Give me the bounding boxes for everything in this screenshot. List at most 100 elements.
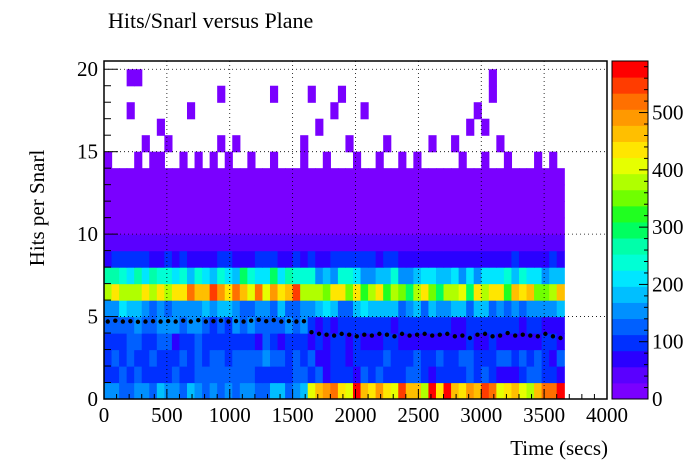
heatmap-cell [156, 151, 165, 169]
heatmap-cell [413, 316, 422, 334]
heatmap-cell [209, 267, 218, 285]
heatmap-cell [111, 316, 120, 334]
heatmap-cell [488, 184, 497, 202]
heatmap-cell [171, 283, 181, 301]
heatmap-cell [171, 349, 181, 367]
heatmap-cell [209, 349, 218, 367]
heatmap-cell [352, 217, 362, 235]
heatmap-cell [202, 283, 211, 301]
heatmap-cell [496, 333, 505, 351]
heatmap-cell [247, 283, 256, 301]
heatmap-cell [149, 283, 158, 301]
x-tick-label: 3000 [460, 403, 502, 427]
colorbar-swatch [612, 109, 648, 126]
heatmap-cell [111, 300, 120, 318]
heatmap-cell [126, 366, 135, 384]
colorbar-swatch [612, 205, 648, 223]
colorbar-swatch [612, 254, 648, 271]
profile-point [407, 333, 412, 338]
heatmap-cell [315, 366, 324, 384]
heatmap-cell [322, 300, 331, 318]
heatmap-cell [405, 366, 414, 384]
heatmap-cell [541, 333, 550, 351]
heatmap-cell [481, 333, 490, 351]
heatmap-cell [134, 201, 143, 219]
heatmap-cell [451, 184, 460, 202]
heatmap-cell [111, 349, 120, 367]
heatmap-cell [496, 283, 505, 301]
heatmap-cell [503, 382, 513, 399]
heatmap-cell [556, 333, 565, 351]
heatmap-cell [549, 283, 558, 301]
heatmap-cell [534, 217, 543, 235]
colorbar-swatch [612, 302, 648, 320]
heatmap-cell [458, 184, 467, 202]
heatmap-cell [413, 333, 422, 351]
heatmap-cell [398, 234, 407, 252]
heatmap-cell [496, 234, 505, 252]
heatmap-cell [126, 168, 135, 186]
profile-point [324, 332, 329, 337]
heatmap-cell [451, 283, 460, 301]
heatmap-cell [194, 349, 203, 367]
heatmap-cell [209, 333, 218, 351]
heatmap-cell [443, 234, 452, 252]
heatmap-cell [481, 349, 490, 367]
heatmap-cell [277, 316, 286, 334]
heatmap-cell [171, 250, 181, 268]
heatmap-cell [315, 201, 324, 219]
heatmap-cell [330, 349, 339, 367]
heatmap-cell [322, 184, 331, 202]
heatmap-cell [330, 250, 339, 268]
heatmap-cell [375, 201, 384, 219]
heatmap-cell [345, 234, 354, 252]
heatmap-cell [420, 168, 430, 186]
heatmap-cell [451, 234, 460, 252]
heatmap-cell [360, 201, 369, 219]
heatmap-cell [534, 184, 543, 202]
heatmap-cell [518, 366, 528, 384]
heatmap-cell [104, 349, 113, 367]
heatmap-cell [202, 349, 211, 367]
colorbar-tick-label: 300 [652, 215, 684, 239]
heatmap-cell [217, 333, 226, 351]
heatmap-cell [104, 168, 113, 186]
heatmap-cell [330, 366, 339, 384]
profile-point [369, 333, 375, 338]
heatmap-cell [496, 201, 505, 219]
heatmap-cell [232, 201, 241, 219]
heatmap-cell [330, 234, 339, 252]
heatmap-cell [156, 168, 165, 186]
heatmap-cell [390, 267, 399, 285]
heatmap-cell [549, 234, 558, 252]
heatmap-cell [398, 201, 407, 219]
heatmap-cell [119, 217, 128, 235]
heatmap-cell [315, 300, 324, 318]
heatmap-cell [518, 250, 528, 268]
heatmap-cell [285, 250, 294, 268]
heatmap-cell [481, 217, 490, 235]
heatmap-cell [300, 151, 309, 169]
heatmap-cell [141, 300, 150, 318]
heatmap-cell [360, 234, 369, 252]
colorbar-swatch [612, 334, 648, 352]
heatmap-cell [428, 250, 437, 268]
heatmap-cell [541, 349, 550, 367]
heatmap-cell [541, 168, 550, 186]
heatmap-cell [277, 382, 286, 399]
heatmap-cell [503, 168, 513, 186]
heatmap-cell [458, 234, 467, 252]
heatmap-cell [458, 382, 467, 399]
colorbar-swatch [612, 61, 648, 78]
heatmap-cell [383, 201, 392, 219]
heatmap-cell [307, 217, 316, 235]
heatmap-cell [307, 316, 316, 334]
heatmap-cell [534, 366, 543, 384]
heatmap-cell [269, 333, 279, 351]
heatmap-cell [368, 217, 377, 235]
heatmap-cell [368, 366, 377, 384]
heatmap-cell [375, 382, 384, 399]
heatmap-cell [164, 333, 173, 351]
heatmap-cell [488, 267, 497, 285]
heatmap-cell [239, 234, 248, 252]
